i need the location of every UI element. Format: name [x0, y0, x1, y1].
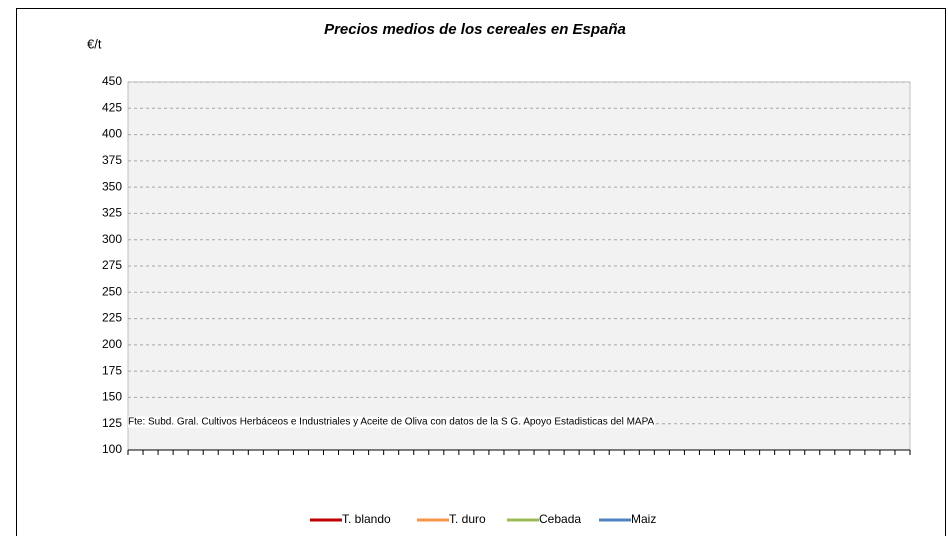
y-tick-label: 275 [102, 258, 122, 272]
chart-title: Precios medios de los cereales en España [324, 21, 626, 38]
y-tick-label: 350 [102, 179, 122, 193]
y-tick-label: 450 [102, 74, 122, 88]
y-tick-label: 250 [102, 284, 122, 298]
y-tick-label: 300 [102, 232, 122, 246]
legend-label: Maiz [631, 512, 656, 526]
y-tick-label: 100 [102, 442, 122, 456]
y-tick-label: 150 [102, 390, 122, 404]
legend-label: T. duro [449, 512, 486, 526]
y-tick-label: 200 [102, 337, 122, 351]
y-tick-label: 325 [102, 206, 122, 220]
y-tick-label: 125 [102, 416, 122, 430]
y-tick-label: 225 [102, 311, 122, 325]
legend-label: T. blando [342, 512, 391, 526]
y-tick-label: 175 [102, 363, 122, 377]
source-note: Fte: Subd. Gral. Cultivos Herbáceos e In… [128, 417, 655, 428]
legend-label: Cebada [539, 512, 581, 526]
y-axis-label: €/t [87, 36, 102, 51]
y-tick-label: 425 [102, 100, 122, 114]
y-tick-label: 375 [102, 153, 122, 167]
source-note-bg [128, 416, 655, 428]
y-tick-label: 400 [102, 127, 122, 141]
